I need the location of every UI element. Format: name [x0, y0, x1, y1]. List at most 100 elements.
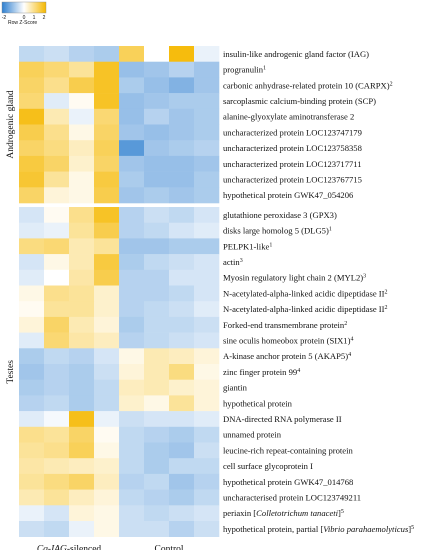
- heatmap-cell: [119, 505, 145, 522]
- heatmap-cell: [44, 207, 70, 223]
- color-key-ticks: -2 0 1 2: [2, 15, 46, 21]
- heatmap-cell: [194, 285, 220, 302]
- heatmap-cell: [94, 77, 120, 94]
- column-group-label: Cq-IAG-silenced: [37, 545, 102, 550]
- heatmap-cell: [144, 348, 170, 365]
- row-label: unnamed protein: [223, 430, 282, 440]
- heatmap-cell: [144, 207, 170, 223]
- heatmap-cell: [194, 171, 220, 188]
- heatmap-cell: [19, 379, 45, 396]
- row-label: uncharacterised protein LOC123749211: [223, 492, 361, 502]
- heatmap-cell: [69, 207, 95, 223]
- heatmap-cell: [44, 505, 70, 522]
- heatmap-cell: [44, 254, 70, 271]
- heatmap-cell: [94, 61, 120, 78]
- heatmap-cell: [194, 93, 220, 110]
- row-label: A-kinase anchor protein 5 (AKAP5)4: [223, 351, 351, 361]
- heatmap-cell: [69, 108, 95, 125]
- heatmap-cell: [144, 254, 170, 271]
- heatmap-cell: [19, 140, 45, 157]
- heatmap-cell: [44, 332, 70, 349]
- heatmap-cell: [94, 411, 120, 428]
- heatmap-cell: [119, 140, 145, 157]
- row-label: hypothetical protein GWK47_014768: [223, 477, 353, 487]
- heatmap-cell: [69, 269, 95, 286]
- heatmap-cell: [44, 187, 70, 204]
- color-key-tick: -2: [2, 15, 7, 21]
- heatmap-cell: [169, 254, 195, 271]
- heatmap-cell: [119, 458, 145, 475]
- heatmap-cell: [69, 124, 95, 141]
- row-label: alanine-glyoxylate aminotransferase 2: [223, 112, 354, 122]
- heatmap-cell: [144, 269, 170, 286]
- heatmap-cell: [119, 155, 145, 172]
- heatmap-cell: [69, 171, 95, 188]
- heatmap-cell: [44, 316, 70, 333]
- heatmap-cell: [169, 458, 195, 475]
- heatmap-cell: [19, 187, 45, 204]
- heatmap-cell: [94, 395, 120, 412]
- heatmap-cell: [44, 411, 70, 428]
- heatmap-cell: [44, 458, 70, 475]
- heatmap-cell: [169, 442, 195, 459]
- heatmap-cell: [194, 364, 220, 380]
- heatmap-cell: [69, 316, 95, 333]
- heatmap-cell: [194, 187, 220, 204]
- heatmap-cell: [194, 379, 220, 396]
- heatmap-cell: [169, 364, 195, 380]
- heatmap-cell: [44, 521, 70, 537]
- heatmap-cell: [169, 348, 195, 365]
- heatmap-cell: [19, 93, 45, 110]
- heatmap-cell: [94, 171, 120, 188]
- row-label: sine oculis homeobox protein (SIX1)4: [223, 335, 353, 345]
- heatmap-cell: [69, 348, 95, 365]
- row-label: insulin-like androgenic gland factor (IA…: [223, 49, 369, 59]
- heatmap-cell: [194, 316, 220, 333]
- heatmap-cell: [119, 332, 145, 349]
- heatmap-cell: [119, 316, 145, 333]
- heatmap-cell: [69, 521, 95, 537]
- heatmap-cell: [169, 521, 195, 537]
- heatmap-cell: [94, 46, 120, 62]
- heatmap-cell: [19, 207, 45, 223]
- heatmap-cell: [194, 332, 220, 349]
- heatmap-cell: [194, 426, 220, 443]
- heatmap-cell: [94, 505, 120, 522]
- heatmap-cell: [94, 108, 120, 125]
- heatmap-cell: [169, 207, 195, 223]
- heatmap-cell: [69, 46, 95, 62]
- heatmap-cell: [94, 254, 120, 271]
- heatmap-cell: [144, 46, 170, 62]
- heatmap-cell: [119, 93, 145, 110]
- heatmap-cell: [69, 285, 95, 302]
- heatmap-cell: [169, 108, 195, 125]
- heatmap-cell: [119, 269, 145, 286]
- heatmap-cell: [144, 332, 170, 349]
- heatmap-cell: [94, 155, 120, 172]
- heatmap-cell: [69, 155, 95, 172]
- heatmap-cell: [194, 521, 220, 537]
- heatmap-cell: [19, 489, 45, 506]
- heatmap-cell: [19, 426, 45, 443]
- heatmap-cell: [94, 489, 120, 506]
- heatmap-cell: [119, 187, 145, 204]
- heatmap-cell: [144, 458, 170, 475]
- heatmap-cell: [194, 46, 220, 62]
- heatmap-cell: [144, 379, 170, 396]
- heatmap-cell: [119, 285, 145, 302]
- row-labels: insulin-like androgenic gland factor (IA…: [223, 49, 414, 534]
- heatmap-cell: [44, 61, 70, 78]
- heatmap-cell: [169, 505, 195, 522]
- heatmap-cell: [119, 426, 145, 443]
- heatmap-cell: [94, 426, 120, 443]
- heatmap-cell: [69, 505, 95, 522]
- heatmap-cell: [169, 332, 195, 349]
- row-label: leucine-rich repeat-containing protein: [223, 445, 354, 455]
- row-label: uncharacterized protein LOC123717711: [223, 159, 362, 169]
- heatmap-cell: [194, 254, 220, 271]
- heatmap-cell: [19, 364, 45, 380]
- heatmap-cell: [19, 473, 45, 490]
- heatmap-cell: [19, 285, 45, 302]
- row-label: sarcoplasmic calcium-binding protein (SC…: [223, 96, 376, 106]
- color-key-tick: 2: [43, 15, 46, 21]
